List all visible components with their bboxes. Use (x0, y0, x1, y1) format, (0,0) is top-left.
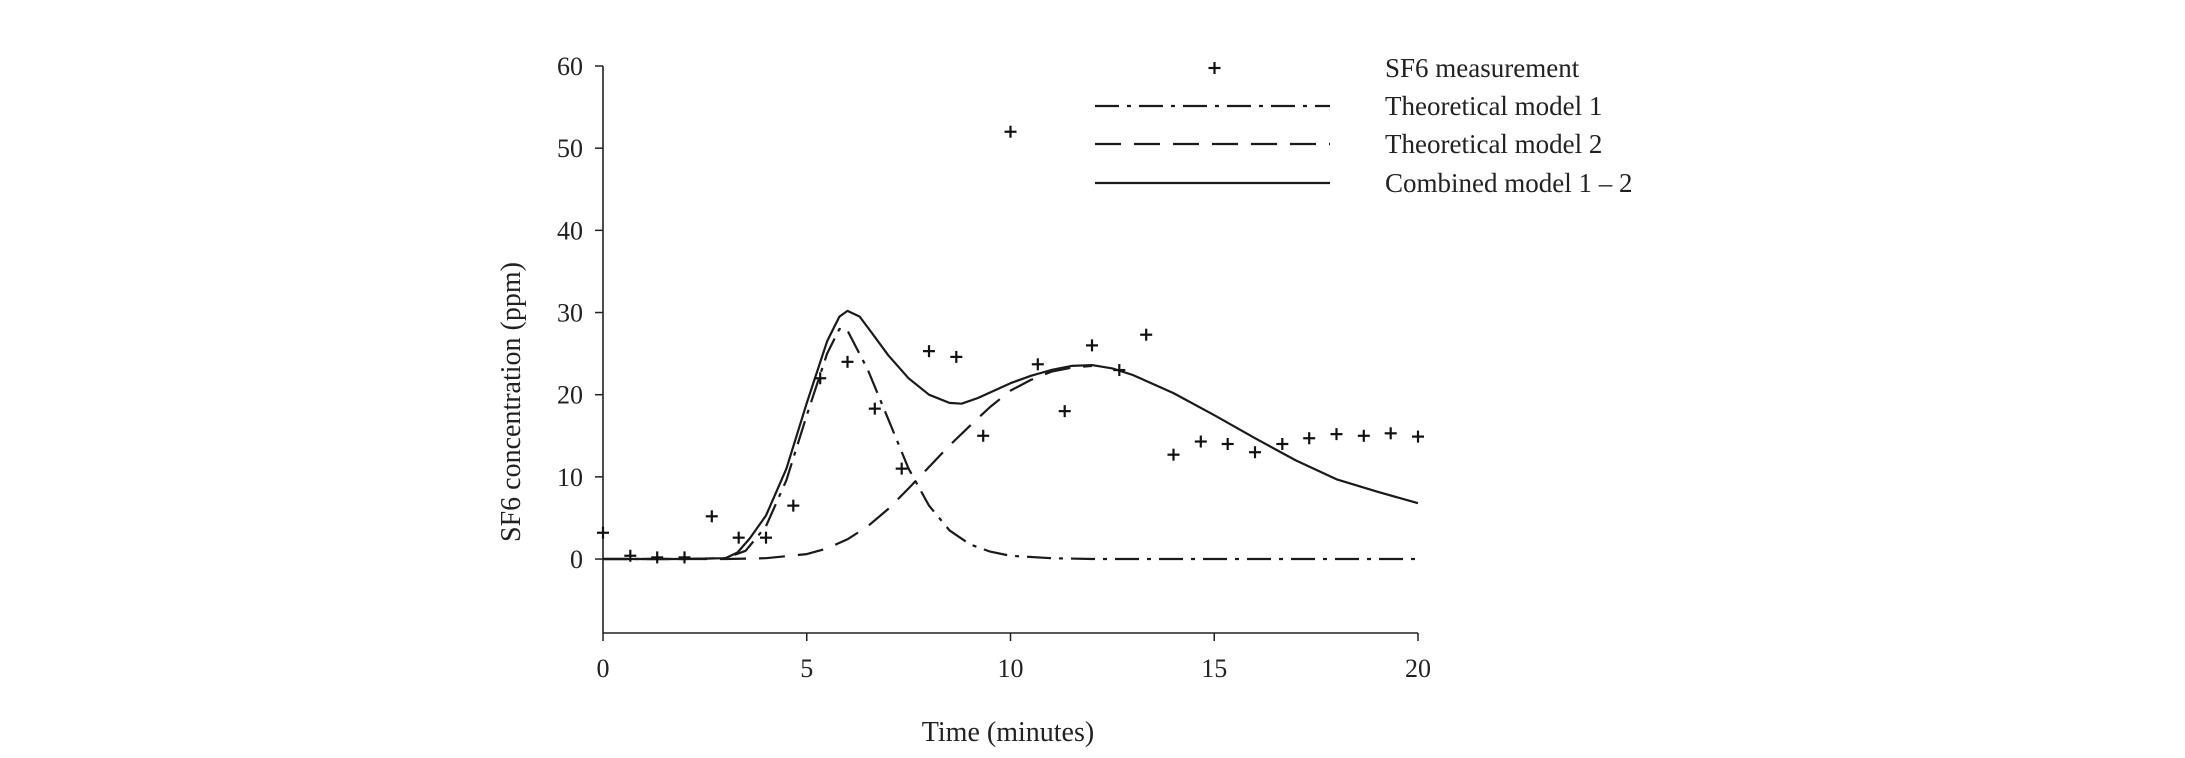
measurement-point (1058, 405, 1071, 418)
measurement-point (841, 355, 854, 368)
y-tick-label: 20 (557, 381, 583, 410)
x-tick-label: 20 (1405, 654, 1431, 683)
measurement-point (1249, 446, 1261, 459)
measurement-point (1031, 358, 1044, 371)
y-axis-title: SF6 concentration (ppm) (496, 262, 527, 542)
legend-item: SF6 measurement (1208, 53, 1580, 83)
measurement-point (1140, 328, 1153, 341)
axes (602, 66, 1418, 634)
model-1-line (603, 327, 1418, 561)
x-tick-label: 10 (998, 654, 1024, 683)
x-tick-label: 0 (597, 654, 610, 683)
measurement-point (1113, 364, 1126, 377)
model-2-line (603, 364, 1093, 561)
measurement-point (760, 531, 772, 544)
measurement-point (895, 462, 908, 475)
y-tick-label: 10 (557, 463, 583, 492)
y-tick-label: 30 (557, 299, 583, 328)
legend-item: Theoretical model 2 (1095, 129, 1602, 159)
legend-label: Theoretical model 2 (1385, 129, 1602, 159)
y-tick-label: 0 (570, 545, 583, 574)
legend-label: Theoretical model 1 (1385, 91, 1602, 121)
tick-group: 0 10 20 30 40 50 60 0 5 10 15 20 (557, 52, 1431, 683)
legend-label: SF6 measurement (1385, 53, 1580, 83)
scatter-points (597, 125, 1424, 564)
series-group (603, 309, 1419, 561)
measurement-point (787, 499, 800, 512)
measurement-point (1412, 430, 1424, 443)
measurement-point (923, 345, 935, 358)
x-tick-label: 5 (800, 654, 813, 683)
x-tick-label: 15 (1201, 654, 1227, 683)
y-tick-label: 60 (557, 52, 583, 81)
y-tick-label: 40 (557, 216, 583, 245)
measurement-point (1357, 429, 1370, 442)
measurement-point (977, 429, 990, 442)
measurement-point (1384, 427, 1397, 440)
legend-item: Combined model 1 – 2 (1095, 168, 1632, 198)
measurement-point (651, 551, 664, 564)
measurement-point (678, 551, 691, 564)
measurement-point (950, 350, 963, 363)
measurement-point (705, 510, 718, 523)
measurement-point (1330, 428, 1343, 441)
x-axis-title: Time (minutes) (922, 717, 1094, 748)
legend-item: Theoretical model 1 (1095, 91, 1602, 121)
legend: SF6 measurement Theoretical model 1 Theore… (1095, 53, 1632, 198)
measurement-point (597, 526, 609, 539)
measurement-point (624, 549, 637, 562)
measurement-point (1221, 438, 1234, 450)
measurement-point (1194, 435, 1207, 448)
measurement-point (814, 372, 827, 385)
measurement-point (1086, 339, 1098, 352)
y-tick-label: 50 (557, 134, 583, 163)
legend-label: Combined model 1 – 2 (1385, 168, 1632, 198)
combined-model-line (603, 309, 1419, 561)
measurement-point (868, 402, 881, 415)
measurement-point (1303, 432, 1316, 445)
measurement-point (1276, 438, 1289, 450)
measurement-point (1004, 125, 1017, 138)
measurement-point (1167, 448, 1180, 461)
measurement-point (732, 531, 745, 544)
